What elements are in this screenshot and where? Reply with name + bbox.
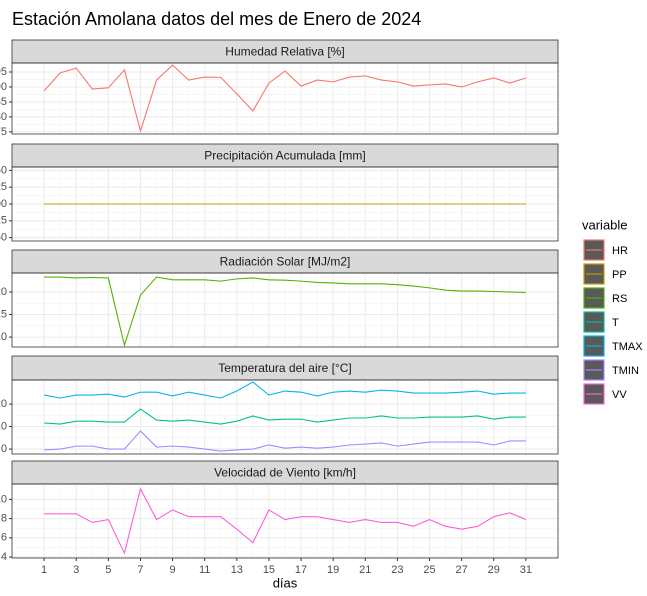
legend-label: RS: [612, 293, 627, 305]
chart-title: Estación Amolana datos del mes de Enero …: [12, 9, 421, 29]
y-tick-label: 4: [1, 551, 7, 563]
legend-label: HR: [612, 245, 628, 257]
legend-label: T: [612, 317, 619, 329]
y-tick-label: 0.050: [0, 164, 7, 176]
y-tick-label: 6: [1, 532, 7, 544]
y-tick-label: 85: [0, 96, 7, 108]
panel-border: [11, 379, 559, 455]
panel-border: [11, 272, 559, 348]
x-axis-title: días: [273, 575, 298, 590]
panel-border: [11, 483, 559, 559]
series-line: [43, 64, 527, 133]
series-line: [44, 381, 526, 399]
x-tick-label: 7: [137, 564, 143, 576]
x-tick-label: 17: [295, 564, 307, 576]
strip-title: Velocidad de Viento [km/h]: [214, 466, 356, 480]
y-tick-label: 10: [0, 493, 7, 505]
y-tick-label: 10: [0, 331, 7, 343]
y-tick-label: 0: [1, 443, 7, 455]
series-line: [44, 408, 526, 425]
x-tick-label: 11: [199, 564, 210, 576]
series-line: [44, 276, 526, 348]
y-tick-label: 8: [1, 513, 7, 525]
strip-title: Humedad Relativa [%]: [225, 45, 344, 59]
panel-border: [11, 166, 559, 242]
strip-title: Temperatura del aire [°C]: [218, 361, 352, 375]
x-tick-label: 13: [231, 564, 243, 576]
series-line: [44, 487, 527, 555]
legend-label: TMAX: [612, 341, 643, 353]
x-tick-label: 15: [263, 564, 275, 576]
y-tick-label: 20: [0, 398, 7, 410]
legend-title: variable: [582, 217, 628, 232]
y-tick-label: 15: [0, 308, 7, 320]
panel-border: [11, 62, 559, 135]
legend-label: PP: [612, 269, 627, 281]
x-tick-label: 21: [359, 564, 371, 576]
legend-label: VV: [612, 389, 627, 401]
y-tick-label: 10: [0, 420, 7, 432]
y-tick-label: 95: [0, 66, 7, 78]
y-tick-label: 90: [0, 81, 7, 93]
y-tick-label: 0.000: [0, 198, 7, 210]
x-tick-label: 5: [105, 564, 111, 576]
x-tick-label: 9: [170, 564, 176, 576]
x-tick-label: 31: [520, 564, 532, 576]
y-tick-label: 0.025: [0, 181, 7, 193]
strip: [11, 355, 559, 381]
y-tick-label: 80: [0, 111, 7, 123]
x-tick-label: 27: [456, 564, 468, 576]
y-tick-label: -0.025: [0, 215, 7, 227]
x-tick-label: 3: [73, 564, 79, 576]
y-tick-label: 20: [0, 286, 7, 298]
y-tick-label: 75: [0, 126, 7, 138]
x-tick-label: 23: [391, 564, 403, 576]
strip-title: Precipitación Acumulada [mm]: [204, 149, 365, 163]
x-tick-label: 19: [327, 564, 339, 576]
y-tick-label: -0.050: [0, 232, 7, 244]
series-line: [44, 430, 526, 452]
x-tick-label: 1: [41, 564, 47, 576]
x-tick-label: 25: [423, 564, 435, 576]
legend-label: TMIN: [612, 365, 639, 377]
x-tick-label: 29: [488, 564, 500, 576]
strip-title: Radiación Solar [MJ/m2]: [220, 255, 351, 269]
